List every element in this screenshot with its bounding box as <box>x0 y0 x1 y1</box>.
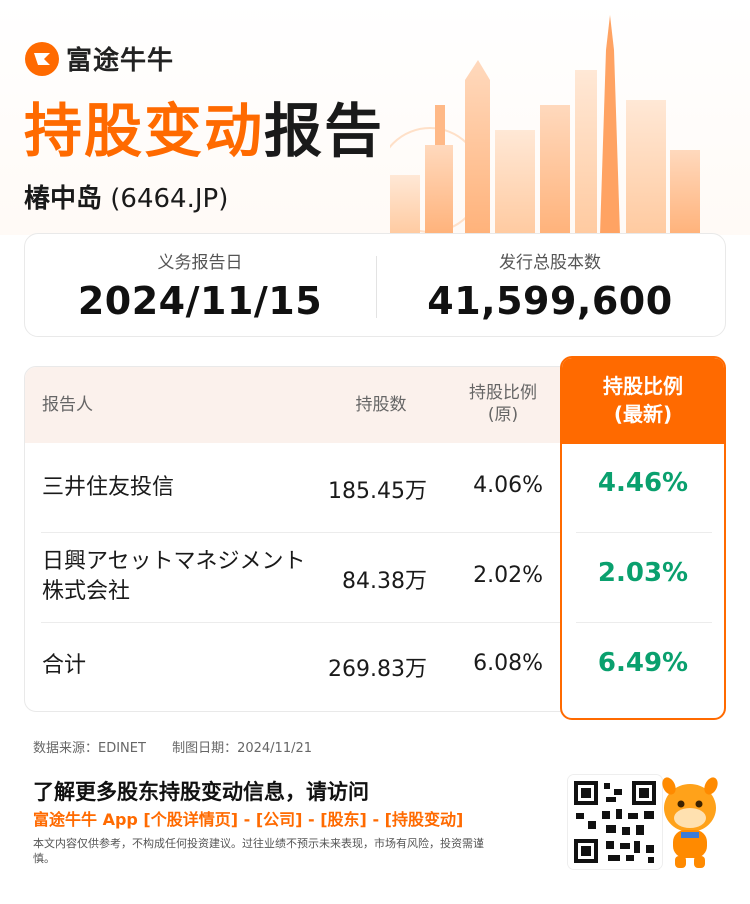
total-shares-label: 发行总股本数 <box>499 253 601 273</box>
info-divider <box>376 256 377 318</box>
report-date-block: 义务报告日 2024/11/15 <box>25 234 375 336</box>
table-row: 日興アセットマネジメント株式会社 84.38万 2.02% <box>25 533 725 623</box>
title-highlight: 持股变动 <box>24 97 265 165</box>
row-ratio-new: 6.49% <box>597 648 689 678</box>
total-shares-block: 发行总股本数 41,599,600 <box>375 234 725 336</box>
footer-meta: 数据来源：EDINET 制图日期：2024/11/21 <box>33 737 334 756</box>
row-reporter-name: 合计 <box>42 653 87 678</box>
th-ratio-orig-line2: (原) <box>487 405 519 425</box>
brand-name: 富途牛牛 <box>66 46 175 76</box>
th-ratio-orig-line1: 持股比例 <box>469 383 537 403</box>
row-reporter-name: 三井住友投信 <box>42 475 175 500</box>
hero-banner: 富途牛牛 持股变动报告 椿中岛 (6464.JP) <box>0 0 750 235</box>
th-shares: 持股数 <box>355 395 407 415</box>
qr-code[interactable] <box>568 775 662 869</box>
report-date-value: 2024/11/15 <box>77 279 323 323</box>
company-name: 椿中岛 <box>24 184 103 214</box>
row-shares: 185.45万 <box>328 479 427 504</box>
title-rest: 报告 <box>264 97 385 165</box>
latest-ratio-column: 持股比例 (最新) 4.46% 2.03% 6.49% <box>560 356 726 720</box>
company-label: 椿中岛 (6464.JP) <box>24 178 228 215</box>
futu-logo-icon <box>25 41 59 76</box>
th-ratio-new-line1: 持股比例 <box>603 374 683 398</box>
row-divider <box>576 622 712 623</box>
th-ratio-orig: 持股比例 (原) <box>455 382 551 426</box>
th-reporter: 报告人 <box>42 395 93 415</box>
row-ratio-orig: 4.06% <box>473 473 543 498</box>
row-reporter-name: 日興アセットマネジメント株式会社 <box>42 549 306 604</box>
report-date-label: 义务报告日 <box>157 253 243 273</box>
row-divider <box>41 532 713 533</box>
row-ratio-orig: 2.02% <box>473 563 543 588</box>
cta-title: 了解更多股东持股变动信息，请访问 <box>33 780 369 804</box>
mascot-icon <box>662 777 718 868</box>
skyline-illustration <box>390 15 700 235</box>
chart-date: 制图日期：2024/11/21 <box>172 741 313 756</box>
row-divider <box>41 622 713 623</box>
total-shares-value: 41,599,600 <box>427 279 673 323</box>
cta-links[interactable]: 富途牛牛 App [个股详情页] - [公司] - [股东] - [持股变动] <box>33 810 464 829</box>
data-source: 数据来源：EDINET <box>33 741 146 756</box>
table-row-total: 合计 269.83万 6.08% <box>25 623 725 711</box>
company-code: (6464.JP) <box>110 184 229 214</box>
info-card: 义务报告日 2024/11/15 发行总股本数 41,599,600 <box>24 233 726 337</box>
row-ratio-orig: 6.08% <box>473 651 543 676</box>
row-shares: 84.38万 <box>342 569 427 594</box>
row-ratio-new: 4.46% <box>597 468 689 498</box>
row-ratio-new: 2.03% <box>597 558 689 588</box>
row-divider <box>576 532 712 533</box>
table-row: 三井住友投信 185.45万 4.06% <box>25 443 725 533</box>
disclaimer: 本文内容仅供参考，不构成任何投资建议。过往业绩不预示未来表现，市场有风险，投资需… <box>33 837 484 865</box>
brand: 富途牛牛 <box>24 40 174 77</box>
th-ratio-new-line2: (最新) <box>613 402 673 426</box>
page-title: 持股变动报告 <box>24 97 385 165</box>
th-ratio-new: 持股比例 (最新) <box>562 358 724 444</box>
row-shares: 269.83万 <box>328 657 427 682</box>
